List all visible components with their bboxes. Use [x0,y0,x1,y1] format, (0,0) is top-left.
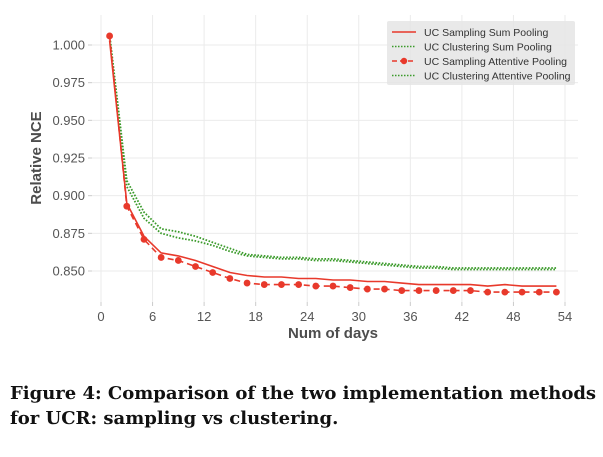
data-point [278,281,285,288]
x-tick-label: 0 [97,309,104,324]
x-tick-label: 54 [558,309,572,324]
y-tick-label: 0.900 [52,188,85,203]
series-line-4 [108,37,557,271]
y-tick-label: 0.975 [52,75,85,90]
legend-box [387,21,575,85]
data-point [553,288,560,296]
data-point [312,282,320,290]
y-tick-label: 0.950 [52,113,85,128]
data-point [243,279,251,287]
x-tick-label: 30 [352,309,366,324]
data-point [174,257,182,264]
data-point [106,32,113,40]
data-point [329,282,337,290]
figure-caption: Figure 4: Comparison of the two implemen… [10,383,597,429]
x-tick-label: 18 [248,309,262,324]
x-tick-label: 42 [455,309,469,324]
series-group [106,32,560,296]
data-point [209,269,217,276]
y-axis-ticks: 0.850 0.875 0.900 0.925 0.950 0.975 1.000 [52,38,92,279]
data-point [501,288,509,296]
x-tick-label: 36 [403,309,417,324]
series-line-1 [108,40,557,287]
legend-label: UC Sampling Sum Pooling [424,27,548,39]
data-point [381,285,388,293]
data-point [260,281,268,288]
legend-label: UC Clustering Attentive Pooling [424,71,571,83]
data-point [432,287,440,294]
grid [92,15,578,302]
data-point [518,288,526,296]
legend-label: UC Clustering Sum Pooling [424,42,552,54]
data-point [123,202,131,210]
y-axis-label: Relative NCE [28,111,45,204]
line-chart: 0.850 0.875 0.900 0.925 0.950 0.975 1.000 0 6 12… [28,15,578,342]
data-point [467,287,474,294]
y-tick-label: 0.850 [52,264,85,279]
data-point [192,263,199,270]
data-point [398,287,406,294]
data-point [157,254,165,261]
x-axis-label: Num of days [288,325,378,342]
series-line-2 [108,34,557,269]
data-point [415,287,423,294]
x-axis-ticks: 0 6 12 18 24 30 36 42 48 54 [97,302,572,324]
data-point [226,275,234,282]
x-tick-label: 12 [197,309,211,324]
data-point [484,288,492,296]
y-tick-label: 0.925 [52,151,85,166]
x-tick-label: 24 [300,309,314,324]
data-point [346,284,354,291]
data-point [295,281,303,288]
data-point [140,235,148,243]
legend: UC Sampling Sum Pooling UC Clustering Sum… [387,21,575,85]
y-tick-label: 0.875 [52,226,85,241]
y-tick-label: 1.000 [52,38,85,53]
data-point [535,288,543,296]
data-point [449,287,457,294]
x-tick-label: 48 [506,309,520,324]
legend-label: UC Sampling Attentive Pooling [424,56,567,68]
data-point [363,285,371,293]
legend-marker [400,57,408,65]
x-tick-label: 6 [149,309,156,324]
